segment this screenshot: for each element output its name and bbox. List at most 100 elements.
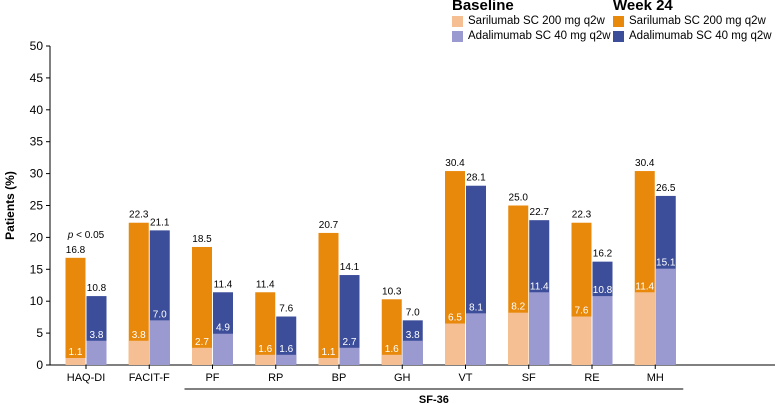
legend-item-baseline-sarilumab: Sarilumab SC 200 mg q2w (452, 14, 611, 29)
legend-baseline: Baseline Sarilumab SC 200 mg q2w Adalimu… (452, 0, 611, 44)
label-baseline-sarilumab-pf: 2.7 (195, 337, 209, 348)
bar-week24-sarilumab-haq-di (65, 257, 86, 365)
label-week24-sarilumab-pf: 18.5 (192, 234, 212, 245)
y-tick-label-25: 25 (30, 199, 44, 213)
label-baseline-adalimumab-pf: 4.9 (216, 323, 230, 334)
legend-swatch-baseline-adalimumab (452, 31, 463, 42)
y-tick-label-45: 45 (30, 71, 44, 85)
bar-week24-sarilumab-bp (318, 232, 339, 365)
bar-baseline-sarilumab-re (571, 316, 592, 365)
bar-baseline-sarilumab-haq-di (65, 357, 86, 365)
label-baseline-sarilumab-sf: 8.2 (511, 302, 525, 313)
label-week24-sarilumab-sf: 25.0 (509, 193, 529, 204)
bar-baseline-sarilumab-gh (381, 354, 402, 365)
y-tick-label-35: 35 (30, 135, 44, 149)
label-week24-adalimumab-facit-f: 21.1 (150, 217, 170, 228)
legend-week24-title: Week 24 (613, 0, 673, 14)
x-tick-label-mh: MH (647, 372, 664, 384)
bar-week24-sarilumab-rp (255, 292, 276, 365)
label-baseline-sarilumab-bp: 1.1 (322, 347, 336, 358)
x-tick-label-vt: VT (458, 372, 472, 384)
label-week24-adalimumab-gh: 7.0 (406, 307, 420, 318)
bar-baseline-sarilumab-facit-f (128, 340, 149, 365)
label-baseline-adalimumab-gh: 3.8 (406, 330, 420, 341)
label-baseline-sarilumab-gh: 1.6 (385, 344, 399, 355)
label-week24-sarilumab-vt: 30.4 (445, 158, 465, 169)
label-baseline-sarilumab-rp: 1.6 (258, 344, 272, 355)
bar-baseline-sarilumab-pf (192, 347, 212, 365)
y-tick-label-20: 20 (30, 230, 44, 244)
bar-baseline-adalimumab-gh (402, 340, 423, 365)
y-tick-label-30: 30 (30, 167, 44, 181)
x-tick-label-sf: SF (522, 372, 536, 384)
label-baseline-adalimumab-mh: 15.1 (656, 258, 676, 269)
y-tick-label-5: 5 (36, 326, 43, 340)
y-tick-label-10: 10 (30, 294, 44, 308)
bar-baseline-sarilumab-mh (634, 292, 655, 365)
legend-label-baseline-sarilumab: Sarilumab SC 200 mg q2w (468, 15, 605, 27)
label-baseline-sarilumab-haq-di: 1.1 (69, 347, 83, 358)
legend-label-week24-adalimumab: Adalimumab SC 40 mg q2w (629, 30, 772, 42)
bar-week24-adalimumab-rp (276, 316, 297, 365)
legend-swatch-week24-sarilumab (613, 16, 624, 27)
label-baseline-adalimumab-sf: 11.4 (530, 281, 549, 292)
bar-baseline-sarilumab-rp (255, 354, 276, 365)
label-week24-adalimumab-rp: 7.6 (279, 304, 293, 315)
legend-label-week24-sarilumab: Sarilumab SC 200 mg q2w (629, 15, 766, 27)
legend-swatch-week24-adalimumab (613, 31, 624, 42)
label-week24-adalimumab-bp: 14.1 (340, 262, 360, 273)
label-baseline-adalimumab-vt: 8.1 (469, 302, 483, 313)
label-baseline-adalimumab-haq-di: 3.8 (90, 330, 104, 341)
bar-week24-adalimumab-bp (339, 275, 360, 365)
legend-week24: Week 24 Sarilumab SC 200 mg q2w Adalimum… (613, 0, 772, 44)
bar-baseline-adalimumab-facit-f (149, 320, 170, 365)
bar-baseline-adalimumab-bp (339, 347, 360, 365)
y-tick-label-40: 40 (30, 103, 44, 117)
label-week24-sarilumab-re: 22.3 (572, 210, 592, 221)
bar-baseline-sarilumab-sf (508, 312, 529, 365)
label-baseline-sarilumab-vt: 6.5 (448, 313, 462, 324)
x-tick-label-re: RE (584, 372, 599, 384)
x-tick-label-facit-f: FACIT-F (129, 372, 170, 384)
x-tick-label-bp: BP (332, 372, 347, 384)
label-baseline-sarilumab-mh: 11.4 (635, 281, 654, 292)
label-baseline-adalimumab-bp: 2.7 (343, 337, 357, 348)
label-week24-sarilumab-facit-f: 22.3 (129, 210, 149, 221)
annotation-p-value: p < 0.05 (67, 230, 105, 241)
label-baseline-adalimumab-rp: 1.6 (279, 344, 293, 355)
y-axis-title: Patients (%) (3, 171, 17, 240)
bar-baseline-adalimumab-sf (529, 292, 550, 365)
x-tick-label-gh: GH (394, 372, 411, 384)
bar-week24-sarilumab-vt (445, 171, 465, 365)
bar-baseline-adalimumab-rp (276, 354, 297, 365)
label-week24-adalimumab-re: 16.2 (593, 249, 613, 260)
label-week24-sarilumab-rp: 11.4 (256, 279, 275, 290)
bar-baseline-adalimumab-mh (655, 268, 676, 365)
legend-baseline-title: Baseline (452, 0, 514, 14)
bar-week24-sarilumab-gh (381, 299, 402, 365)
legend-item-week24-adalimumab: Adalimumab SC 40 mg q2w (613, 29, 772, 44)
label-week24-sarilumab-haq-di: 16.8 (66, 245, 86, 256)
y-tick-label-15: 15 (30, 262, 44, 276)
legend-label-baseline-adalimumab: Adalimumab SC 40 mg q2w (468, 30, 611, 42)
x-tick-label-rp: RP (268, 372, 283, 384)
label-week24-adalimumab-vt: 28.1 (466, 173, 486, 184)
label-baseline-adalimumab-facit-f: 7.0 (153, 309, 167, 320)
x-tick-label-pf: PF (205, 372, 219, 384)
y-tick-label-50: 50 (30, 39, 44, 53)
bar-baseline-sarilumab-vt (445, 323, 465, 365)
label-week24-adalimumab-pf: 11.4 (214, 279, 233, 290)
bar-baseline-sarilumab-bp (318, 357, 339, 365)
label-week24-adalimumab-sf: 22.7 (530, 207, 550, 218)
label-week24-sarilumab-gh: 10.3 (382, 286, 402, 297)
legend-item-baseline-adalimumab: Adalimumab SC 40 mg q2w (452, 29, 611, 44)
label-week24-sarilumab-mh: 30.4 (635, 158, 655, 169)
label-week24-adalimumab-mh: 26.5 (656, 183, 676, 194)
bar-baseline-adalimumab-haq-di (86, 340, 107, 365)
bar-baseline-adalimumab-pf (213, 333, 233, 365)
label-baseline-adalimumab-re: 10.8 (593, 285, 613, 296)
label-week24-sarilumab-bp: 20.7 (319, 220, 339, 231)
label-week24-adalimumab-haq-di: 10.8 (87, 283, 107, 294)
legend-swatch-baseline-sarilumab (452, 16, 463, 27)
